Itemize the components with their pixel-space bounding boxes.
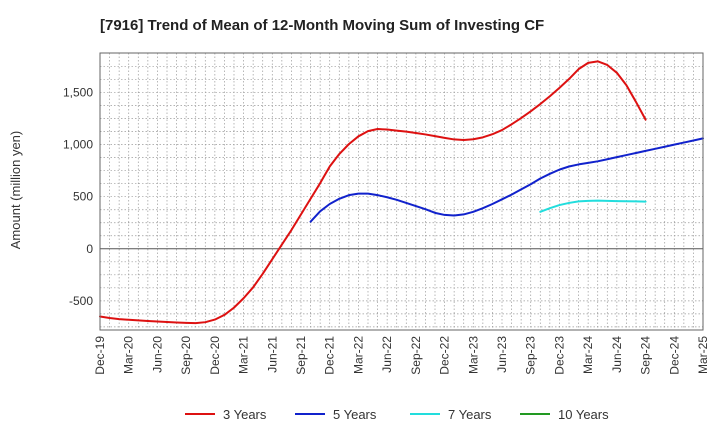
grid <box>100 53 703 330</box>
x-tick-label: Jun-24 <box>610 336 624 373</box>
x-tick-label: Jun-20 <box>150 336 164 373</box>
x-tick-label: Mar-25 <box>696 336 710 374</box>
legend-label: 10 Years <box>558 407 609 422</box>
legend-label: 5 Years <box>333 407 377 422</box>
legend: 3 Years 5 Years 7 Years 10 Years <box>185 407 609 422</box>
x-tick-label: Mar-21 <box>237 336 251 374</box>
x-tick-label: Jun-23 <box>495 336 509 373</box>
y-tick-label: 0 <box>86 242 93 256</box>
x-tick-label: Mar-22 <box>351 336 365 374</box>
legend-label: 7 Years <box>448 407 492 422</box>
x-tick-label: Dec-21 <box>323 336 337 375</box>
x-tick-label: Sep-22 <box>409 336 423 375</box>
y-tick-label: 1,500 <box>63 86 93 100</box>
x-tick-label: Sep-23 <box>524 336 538 375</box>
x-tick-label: Dec-20 <box>208 336 222 375</box>
y-axis-title: Amount (million yen) <box>8 131 23 250</box>
x-tick-label: Jun-22 <box>380 336 394 373</box>
plot-frame <box>99 52 704 331</box>
x-tick-label: Dec-23 <box>552 336 566 375</box>
x-tick-label: Sep-20 <box>179 336 193 375</box>
x-tick-label: Mar-24 <box>581 336 595 374</box>
x-tick-label: Dec-24 <box>667 336 681 375</box>
legend-label: 3 Years <box>223 407 267 422</box>
y-tick-label: -500 <box>69 294 93 308</box>
y-axis-ticks: -500 0 500 1,000 1,500 <box>63 86 93 308</box>
y-tick-label: 1,000 <box>63 138 93 152</box>
x-tick-label: Dec-19 <box>93 336 107 375</box>
x-tick-label: Sep-24 <box>639 336 653 375</box>
x-axis-ticks: Dec-19 Mar-20 Jun-20 Sep-20 Dec-20 Mar-21 Jun-… <box>93 336 710 375</box>
x-tick-label: Mar-23 <box>466 336 480 374</box>
series-line-3-years <box>99 60 647 325</box>
x-tick-label: Mar-20 <box>122 336 136 374</box>
x-tick-label: Dec-22 <box>438 336 452 375</box>
series-line-7-years <box>539 199 647 213</box>
x-tick-label: Sep-21 <box>294 336 308 375</box>
x-tick-label: Jun-21 <box>265 336 279 373</box>
chart-title: [7916] Trend of Mean of 12-Month Moving … <box>100 17 544 34</box>
y-tick-label: 500 <box>73 190 93 204</box>
series-line-5-years <box>309 137 704 223</box>
series-lines <box>99 60 704 325</box>
